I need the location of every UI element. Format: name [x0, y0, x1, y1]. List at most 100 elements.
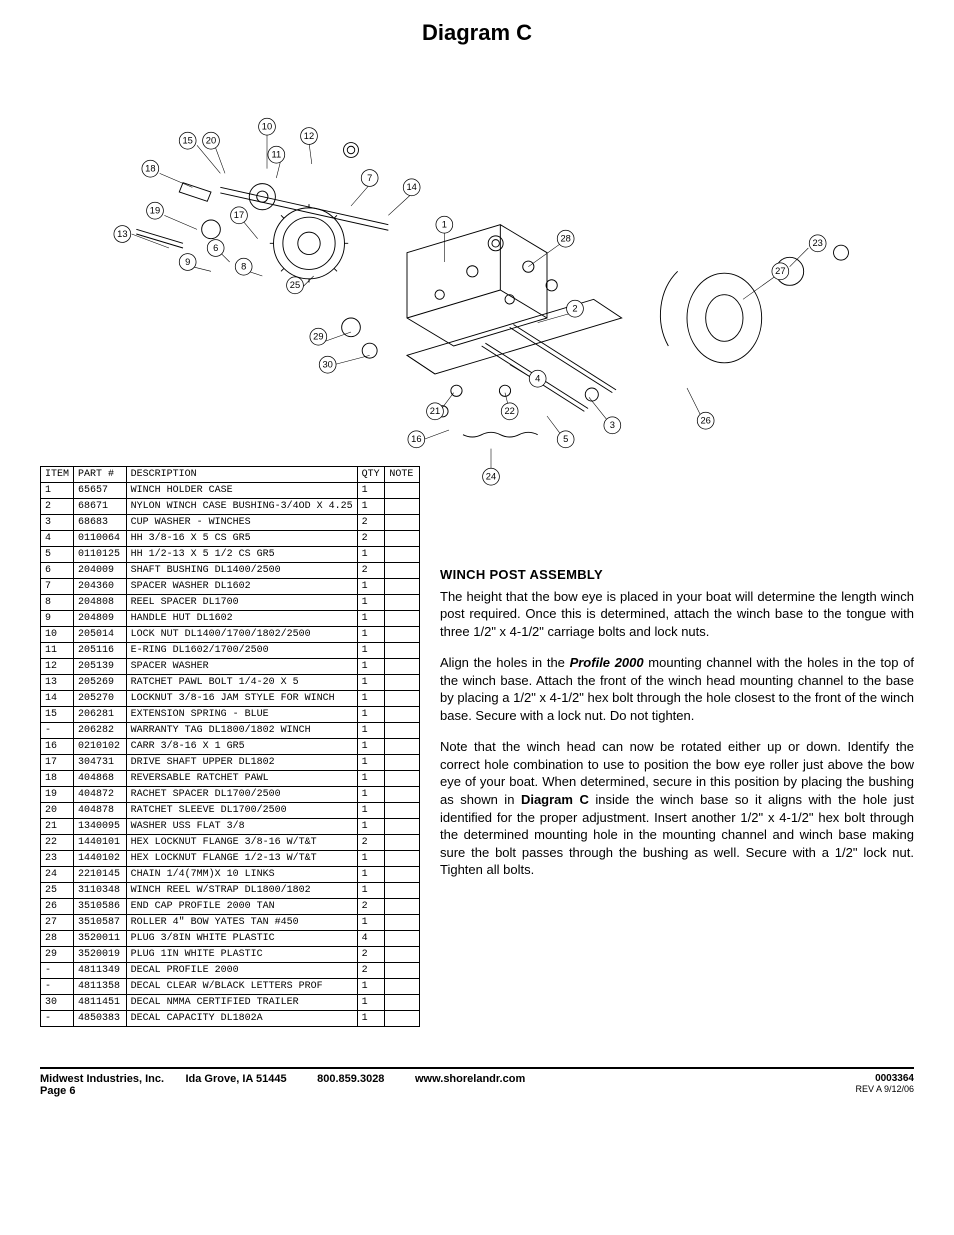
svg-text:26: 26 [700, 415, 710, 425]
callout-12: 12 [301, 128, 318, 145]
svg-text:29: 29 [313, 331, 323, 341]
svg-text:30: 30 [322, 359, 332, 369]
svg-text:4: 4 [535, 373, 540, 383]
callout-29: 29 [310, 328, 327, 345]
callout-10: 10 [259, 118, 276, 135]
table-row: 8204808REEL SPACER DL17001 [41, 595, 420, 611]
table-row: 242210145CHAIN 1/4(7MM)X 10 LINKS1 [41, 867, 420, 883]
table-row: -4850383DECAL CAPACITY DL1802A1 [41, 1011, 420, 1027]
table-row: 20404878RATCHET SLEEVE DL1700/25001 [41, 803, 420, 819]
callout-5: 5 [557, 431, 574, 448]
instructions-column: WINCH POST ASSEMBLY The height that the … [440, 466, 914, 1027]
footer-company: Midwest Industries, Inc. [40, 1073, 164, 1085]
callout-30: 30 [319, 356, 336, 373]
svg-text:17: 17 [234, 210, 244, 220]
callout-8: 8 [235, 258, 252, 275]
svg-text:14: 14 [406, 182, 416, 192]
table-row: 160210102CARR 3/8-16 X 1 GR51 [41, 739, 420, 755]
svg-text:20: 20 [206, 135, 216, 145]
instructions-p2: Align the holes in the Profile 2000 moun… [440, 654, 914, 724]
exploded-diagram: 15 20 10 11 12 18 7 14 19 17 1 13 6 28 23 9 8 25 27 2 29 30 4 2… [40, 66, 914, 486]
instructions-p3: Note that the winch head can now be rota… [440, 738, 914, 878]
callout-17: 17 [231, 207, 248, 224]
svg-text:7: 7 [367, 173, 372, 183]
callout-24: 24 [483, 468, 500, 485]
callout-22: 22 [501, 403, 518, 420]
callout-13: 13 [114, 226, 131, 243]
table-row: -206282WARRANTY TAG DL1800/1802 WINCH1 [41, 723, 420, 739]
svg-text:8: 8 [241, 261, 246, 271]
svg-text:12: 12 [304, 131, 314, 141]
callout-26: 26 [697, 412, 714, 429]
parts-table: ITEMPART #DESCRIPTIONQTYNOTE 165657WINCH… [40, 466, 420, 1027]
table-row: 10205014LOCK NUT DL1400/1700/1802/25001 [41, 627, 420, 643]
svg-text:3: 3 [610, 420, 615, 430]
callout-9: 9 [179, 254, 196, 271]
svg-text:24: 24 [486, 471, 496, 481]
callout-4: 4 [529, 370, 546, 387]
table-row: 231440102HEX LOCKNUT FLANGE 1/2-13 W/T&T… [41, 851, 420, 867]
table-row: 19404872RACHET SPACER DL1700/25001 [41, 787, 420, 803]
svg-text:13: 13 [117, 229, 127, 239]
callout-25: 25 [287, 277, 304, 294]
callout-18: 18 [142, 160, 159, 177]
callout-14: 14 [403, 179, 420, 196]
page-footer: Midwest Industries, Inc. Ida Grove, IA 5… [40, 1073, 914, 1097]
table-row: 273510587ROLLER 4" BOW YATES TAN #4501 [41, 915, 420, 931]
callout-16: 16 [408, 431, 425, 448]
svg-text:22: 22 [504, 406, 514, 416]
table-row: 268671NYLON WINCH CASE BUSHING-3/4OD X 4… [41, 499, 420, 515]
callout-19: 19 [147, 202, 164, 219]
table-row: 293520019PLUG 1IN WHITE PLASTIC2 [41, 947, 420, 963]
footer-docnum: 0003364 [875, 1073, 914, 1084]
table-row: 15206281EXTENSION SPRING - BLUE1 [41, 707, 420, 723]
callout-3: 3 [604, 417, 621, 434]
svg-text:27: 27 [775, 266, 785, 276]
parts-table-wrap: ITEMPART #DESCRIPTIONQTYNOTE 165657WINCH… [40, 466, 420, 1027]
table-row: 12205139SPACER WASHER1 [41, 659, 420, 675]
table-row: 304811451 DECAL NMMA CERTIFIED TRAILER1 [41, 995, 420, 1011]
table-row: 211340095WASHER USS FLAT 3/81 [41, 819, 420, 835]
callout-1: 1 [436, 216, 453, 233]
table-row: 283520011PLUG 3/8IN WHITE PLASTIC4 [41, 931, 420, 947]
svg-text:5: 5 [563, 434, 568, 444]
callout-6: 6 [207, 240, 224, 257]
callout-28: 28 [557, 230, 574, 247]
table-row: 18404868REVERSABLE RATCHET PAWL1 [41, 771, 420, 787]
svg-text:6: 6 [213, 243, 218, 253]
callout-11: 11 [268, 146, 285, 163]
table-row: 17304731DRIVE SHAFT UPPER DL18021 [41, 755, 420, 771]
callout-15: 15 [179, 132, 196, 149]
svg-text:21: 21 [430, 406, 440, 416]
callout-20: 20 [203, 132, 220, 149]
table-row: 40110064HH 3/8-16 X 5 CS GR52 [41, 531, 420, 547]
instructions-p1: The height that the bow eye is placed in… [440, 588, 914, 641]
footer-page: Page 6 [40, 1085, 75, 1097]
table-row: 14205270LOCKNUT 3/8-16 JAM STYLE FOR WIN… [41, 691, 420, 707]
svg-text:1: 1 [442, 219, 447, 229]
svg-text:16: 16 [411, 434, 421, 444]
table-row: 7204360SPACER WASHER DL16021 [41, 579, 420, 595]
footer-url: www.shorelandr.com [415, 1073, 525, 1085]
svg-text:11: 11 [271, 149, 281, 159]
table-row: 11205116E-RING DL1602/1700/25001 [41, 643, 420, 659]
diagram-title: Diagram C [40, 20, 914, 46]
footer-rev: REV A 9/12/06 [855, 1084, 914, 1094]
callout-21: 21 [427, 403, 444, 420]
svg-text:23: 23 [812, 238, 822, 248]
table-row: -4811358DECAL CLEAR W/BLACK LETTERS PROF… [41, 979, 420, 995]
svg-text:25: 25 [290, 280, 300, 290]
callout-23: 23 [809, 235, 826, 252]
footer-phone: 800.859.3028 [317, 1073, 384, 1085]
table-row: 9204809HANDLE HUT DL16021 [41, 611, 420, 627]
callout-2: 2 [567, 300, 584, 317]
section-heading: WINCH POST ASSEMBLY [440, 566, 914, 584]
svg-text:2: 2 [572, 303, 577, 313]
footer-city: Ida Grove, IA 51445 [185, 1073, 286, 1085]
table-row: -4811349DECAL PROFILE 20002 [41, 963, 420, 979]
svg-text:9: 9 [185, 257, 190, 267]
callout-27: 27 [772, 263, 789, 280]
svg-text:19: 19 [150, 205, 160, 215]
table-row: 50110125HH 1/2-13 X 5 1/2 CS GR51 [41, 547, 420, 563]
svg-text:28: 28 [560, 233, 570, 243]
